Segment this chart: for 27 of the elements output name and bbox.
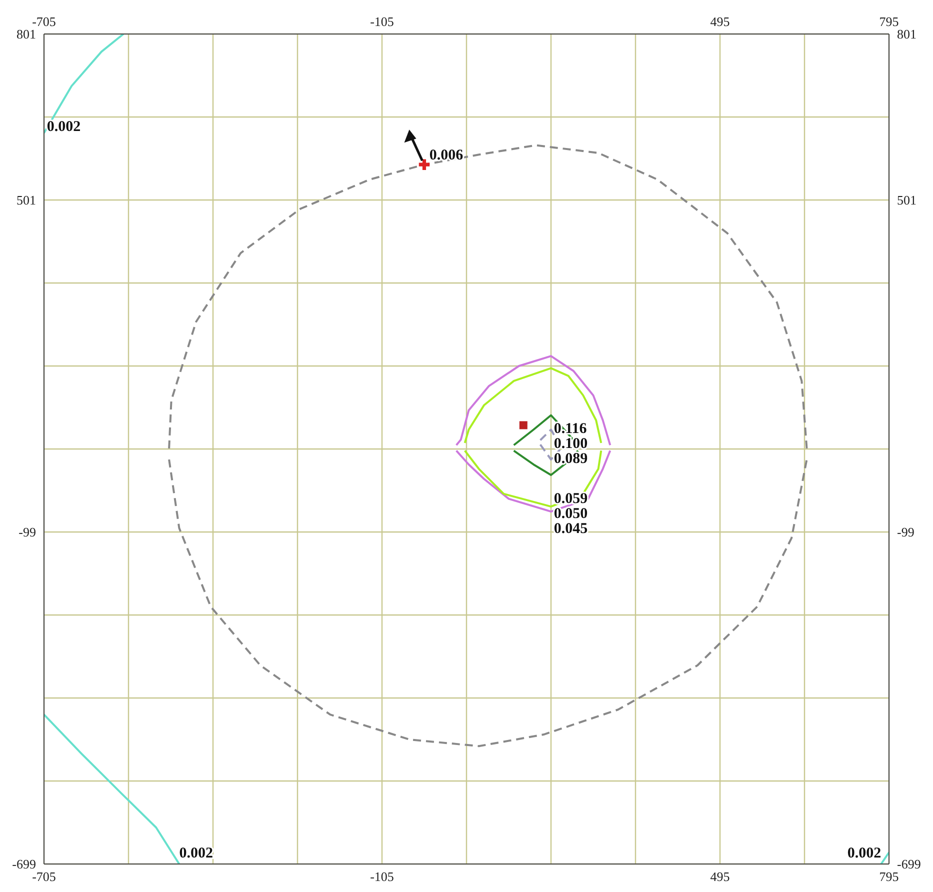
y2-tick-label: 801 bbox=[897, 26, 916, 42]
annotation: 0.002 bbox=[847, 845, 882, 862]
annotation: 0.002 bbox=[46, 118, 81, 135]
annotation: 0.002 bbox=[179, 845, 213, 862]
x2-tick-label: 795 bbox=[879, 869, 899, 884]
x2-tick-label: -105 bbox=[370, 869, 394, 884]
line-series bbox=[455, 355, 612, 446]
annotation: 0.006 bbox=[429, 148, 464, 164]
y2-tick-label: -99 bbox=[897, 524, 914, 540]
y2-tick-label: -699 bbox=[897, 856, 921, 872]
y-tick-label: 801 bbox=[16, 26, 36, 42]
line-series bbox=[44, 714, 180, 864]
y-tick-label: 501 bbox=[16, 192, 36, 208]
annotation: 0.045 bbox=[554, 521, 588, 538]
x-tick-label: -105 bbox=[370, 14, 394, 29]
y-tick-label: -99 bbox=[18, 524, 36, 540]
x2-tick-label: 495 bbox=[710, 869, 730, 884]
annotation: 0.050 bbox=[554, 506, 588, 522]
y2-tick-label: 501 bbox=[897, 192, 916, 208]
annotation: 0.100 bbox=[554, 436, 588, 452]
x-tick-label: 795 bbox=[879, 14, 899, 29]
y-tick-label: -699 bbox=[12, 856, 36, 872]
x2-tick-label: -705 bbox=[32, 869, 56, 884]
x-tick-label: -705 bbox=[32, 14, 56, 29]
x-tick-label: 495 bbox=[710, 14, 730, 29]
line-series bbox=[44, 34, 124, 134]
line-series bbox=[168, 144, 808, 450]
